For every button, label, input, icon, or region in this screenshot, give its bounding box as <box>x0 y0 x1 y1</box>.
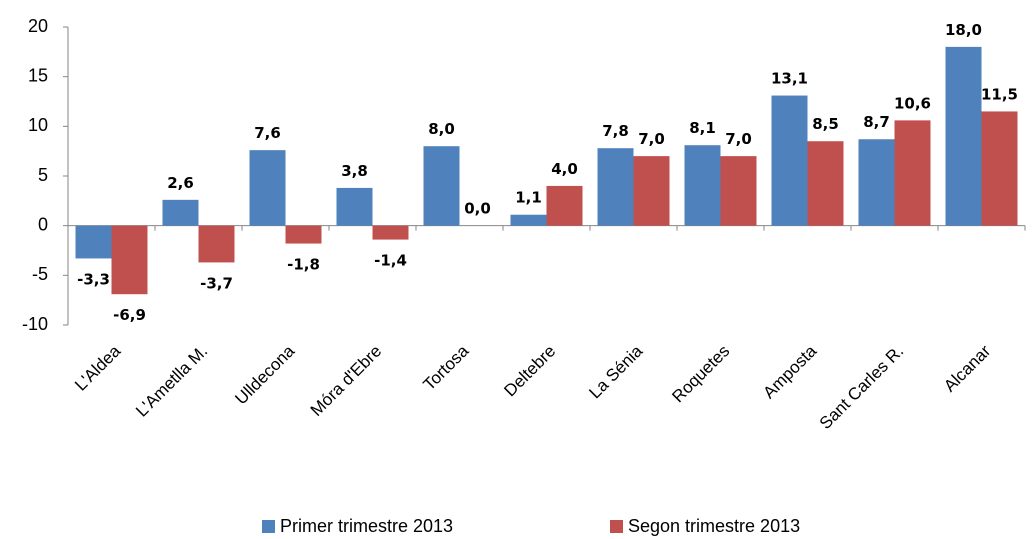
bar <box>249 150 286 226</box>
x-tick-label: Tortosa <box>419 341 472 394</box>
value-label: 2,6 <box>167 174 194 192</box>
legend-label: Primer trimestre 2013 <box>280 516 453 536</box>
value-label: 4,0 <box>551 160 578 178</box>
value-label: 18,0 <box>945 21 982 39</box>
legend-swatch <box>610 520 623 533</box>
value-label: 8,1 <box>689 119 716 137</box>
value-label: 7,0 <box>725 130 752 148</box>
value-label: 10,6 <box>894 94 931 112</box>
value-label: -1,4 <box>374 252 407 270</box>
y-tick-label: 5 <box>38 165 48 185</box>
value-label: -6,9 <box>113 306 146 324</box>
value-label: 7,8 <box>602 122 629 140</box>
bar <box>981 111 1018 226</box>
bar <box>510 214 547 226</box>
bar <box>858 139 895 226</box>
x-tick-label: Sant Carles R. <box>816 341 908 433</box>
y-tick-label: -5 <box>32 264 48 284</box>
bar <box>423 146 460 226</box>
bar <box>633 156 670 226</box>
y-tick-label: 0 <box>38 214 48 234</box>
value-label: 11,5 <box>981 85 1018 103</box>
bar <box>546 185 583 226</box>
y-tick-label: -10 <box>22 314 48 334</box>
x-tick-label: L'Ametlla M. <box>132 341 211 420</box>
y-tick-label: 15 <box>28 65 48 85</box>
value-label: 8,0 <box>428 120 455 138</box>
value-label: 0,0 <box>464 200 491 218</box>
bar <box>597 148 634 226</box>
bar <box>285 225 322 244</box>
legend-label: Segon trimestre 2013 <box>628 516 800 536</box>
value-label: 3,8 <box>341 162 368 180</box>
bar <box>372 225 409 240</box>
bar <box>807 141 844 226</box>
bar <box>198 225 235 263</box>
value-label: -3,3 <box>77 270 110 288</box>
x-tick-label: Alcanar <box>940 341 994 395</box>
x-tick-label: Deltebre <box>500 341 559 400</box>
value-label: -1,8 <box>287 256 320 274</box>
bar <box>945 46 982 226</box>
value-label: 13,1 <box>771 70 808 88</box>
value-label: 7,6 <box>254 124 281 142</box>
legend-swatch <box>262 520 275 533</box>
bar <box>684 145 721 226</box>
x-tick-label: La Sénia <box>585 341 646 402</box>
value-label: 8,7 <box>863 113 890 131</box>
bar <box>111 225 148 295</box>
x-tick-label: Móra d'Ebre <box>307 341 386 420</box>
bar <box>162 199 199 226</box>
y-tick-label: 10 <box>28 115 48 135</box>
bar <box>720 156 757 226</box>
x-tick-label: Ulldecona <box>231 341 298 408</box>
x-tick-label: Amposta <box>759 341 820 402</box>
bar <box>75 225 112 259</box>
value-label: 1,1 <box>515 189 542 207</box>
x-tick-label: L'Aldea <box>71 341 125 395</box>
value-label: -3,7 <box>200 274 233 292</box>
value-label: 7,0 <box>638 130 665 148</box>
x-tick-label: Roquetes <box>668 341 733 406</box>
bar <box>771 95 808 226</box>
value-label: 8,5 <box>812 115 839 133</box>
bar <box>894 120 931 226</box>
bar <box>336 187 373 226</box>
y-tick-label: 20 <box>28 16 48 36</box>
